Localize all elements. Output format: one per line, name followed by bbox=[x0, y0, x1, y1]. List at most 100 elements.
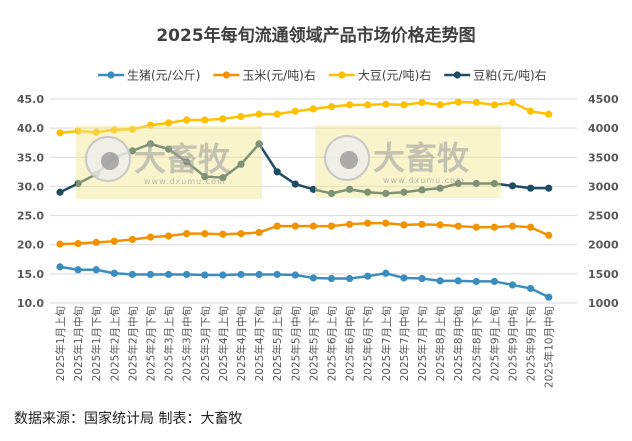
data-point bbox=[436, 221, 444, 229]
data-point bbox=[309, 185, 317, 193]
data-point bbox=[92, 238, 100, 246]
data-point bbox=[56, 188, 64, 196]
data-point bbox=[364, 219, 372, 227]
watermark-brand: 大畜牧 bbox=[134, 140, 231, 178]
data-point bbox=[545, 110, 553, 118]
data-point bbox=[219, 271, 227, 279]
data-point bbox=[454, 179, 462, 188]
data-point bbox=[255, 270, 263, 279]
watermark-logo-dot bbox=[340, 151, 358, 169]
data-point bbox=[291, 180, 299, 188]
series-line bbox=[59, 142, 549, 195]
data-point bbox=[382, 219, 390, 227]
data-point bbox=[309, 222, 317, 230]
data-point bbox=[201, 172, 209, 181]
x-tick-label: 2025年3月上旬 bbox=[163, 306, 176, 381]
data-point bbox=[237, 270, 245, 279]
data-point bbox=[472, 179, 480, 188]
source-note: 数据来源：国家统计局 制表：大畜牧 bbox=[14, 411, 243, 427]
data-point bbox=[327, 102, 336, 111]
data-point bbox=[364, 188, 372, 196]
y-right-tick-label: 4500 bbox=[588, 93, 619, 106]
data-point bbox=[490, 223, 498, 231]
data-point bbox=[291, 222, 299, 230]
data-point bbox=[255, 110, 263, 118]
data-point bbox=[74, 179, 82, 188]
data-point bbox=[418, 98, 426, 107]
legend-marker bbox=[222, 71, 231, 79]
data-point bbox=[382, 269, 390, 277]
data-point bbox=[508, 182, 517, 190]
y-right-tick-label: 1000 bbox=[588, 297, 619, 310]
x-tick-label: 2025年6月中旬 bbox=[344, 306, 357, 381]
data-point bbox=[110, 269, 118, 277]
x-axis: 2025年1月上旬 2025年1月中旬 2025年1月下旬 2025年2月上旬 2025… bbox=[54, 306, 556, 388]
x-tick-label: 2025年2月上旬 bbox=[108, 306, 121, 381]
data-point bbox=[92, 266, 100, 274]
x-tick-label: 2025年4月下旬 bbox=[253, 306, 266, 381]
data-point bbox=[237, 230, 245, 238]
data-point bbox=[327, 189, 336, 198]
y-left-tick-label: 20.0 bbox=[17, 239, 44, 252]
x-tick-label: 2025年8月中旬 bbox=[452, 306, 465, 381]
data-point bbox=[527, 284, 535, 293]
data-point bbox=[309, 105, 317, 113]
x-tick-label: 2025年3月中旬 bbox=[181, 306, 194, 381]
x-tick-label: 2025年7月中旬 bbox=[398, 306, 411, 381]
data-point bbox=[183, 270, 191, 279]
data-point bbox=[436, 101, 444, 109]
y-left-tick-label: 15.0 bbox=[17, 268, 44, 281]
data-point bbox=[128, 147, 136, 155]
data-point bbox=[490, 101, 498, 109]
data-point bbox=[201, 230, 209, 238]
x-tick-label: 2025年4月中旬 bbox=[235, 306, 248, 381]
data-point bbox=[454, 98, 462, 106]
x-tick-label: 2025年3月下旬 bbox=[199, 306, 212, 381]
data-point bbox=[545, 293, 553, 301]
y-axis-right: 1000 1500 2000 2500 3000 3500 4000 4500 bbox=[588, 93, 619, 310]
x-tick-label: 2025年5月下旬 bbox=[307, 306, 320, 381]
data-point bbox=[400, 188, 408, 196]
data-point bbox=[527, 184, 535, 192]
x-tick-label: 2025年1月中旬 bbox=[72, 306, 85, 381]
data-point bbox=[508, 98, 517, 107]
x-tick-label: 2025年6月下旬 bbox=[362, 306, 375, 381]
data-point bbox=[291, 271, 299, 279]
data-point bbox=[237, 160, 245, 168]
data-point bbox=[309, 274, 317, 282]
legend-marker bbox=[338, 71, 346, 79]
series-line bbox=[59, 221, 550, 246]
legend-label: 玉米(元/吨)右 bbox=[242, 68, 315, 83]
data-point bbox=[201, 271, 209, 279]
data-point bbox=[508, 281, 517, 289]
data-point bbox=[346, 101, 354, 109]
data-point bbox=[183, 116, 191, 124]
data-point bbox=[165, 145, 173, 153]
legend-label: 大豆(元/吨)右 bbox=[358, 68, 431, 83]
legend-item: 生猪(元/公斤) bbox=[98, 69, 200, 83]
data-point bbox=[74, 239, 82, 248]
x-tick-label: 2025年1月下旬 bbox=[90, 306, 103, 381]
data-point bbox=[418, 186, 426, 194]
legend-item: 大豆(元/吨)右 bbox=[328, 68, 431, 83]
data-point bbox=[273, 270, 281, 279]
x-tick-label: 2025年7月上旬 bbox=[380, 306, 393, 381]
data-point bbox=[273, 222, 281, 230]
legend-label: 生猪(元/公斤) bbox=[127, 69, 200, 83]
data-point bbox=[418, 274, 426, 283]
data-point bbox=[128, 125, 136, 133]
y-right-tick-label: 2500 bbox=[588, 210, 619, 223]
x-tick-label: 2025年4月上旬 bbox=[217, 306, 230, 381]
y-right-tick-label: 4000 bbox=[588, 122, 619, 135]
data-point bbox=[201, 116, 209, 124]
data-point bbox=[364, 101, 372, 109]
x-tick-label: 2025年2月下旬 bbox=[145, 306, 158, 381]
y-left-tick-label: 45.0 bbox=[17, 93, 44, 106]
data-point bbox=[327, 222, 336, 230]
data-point bbox=[472, 277, 480, 286]
data-point bbox=[454, 277, 462, 285]
data-point bbox=[490, 277, 498, 286]
